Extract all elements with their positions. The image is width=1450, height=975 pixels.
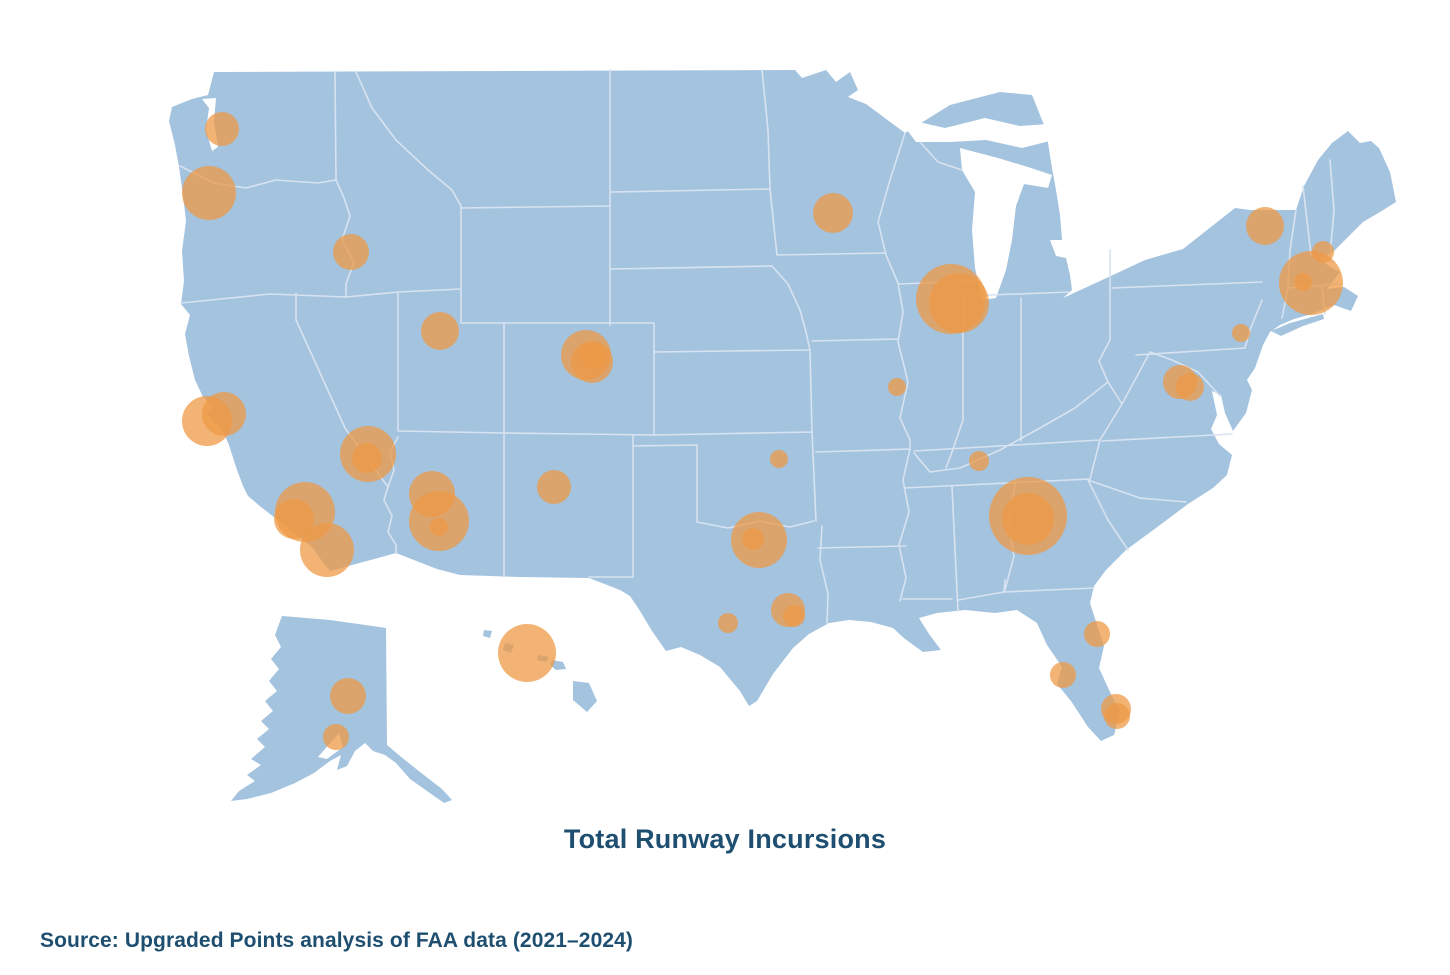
- long-island-shape: [1271, 314, 1324, 336]
- incursion-bubble: [581, 343, 607, 369]
- incursion-bubble: [783, 605, 805, 627]
- incursion-bubble: [330, 678, 366, 714]
- incursion-bubble: [537, 470, 571, 504]
- incursion-bubble: [202, 392, 246, 436]
- incursion-bubble: [742, 528, 764, 550]
- incursion-bubble: [1246, 207, 1284, 245]
- incursion-bubble: [1104, 703, 1130, 729]
- incursion-bubble: [205, 112, 239, 146]
- incursion-bubble: [1176, 373, 1204, 401]
- lake-michigan: [960, 148, 1052, 300]
- incursion-bubble: [274, 499, 314, 539]
- incursion-bubble: [1002, 493, 1054, 545]
- incursion-bubble: [1050, 662, 1076, 688]
- incursion-bubble: [421, 312, 459, 350]
- incursion-bubble: [929, 273, 989, 333]
- incursion-bubble: [352, 443, 382, 473]
- incursion-bubble: [1232, 324, 1250, 342]
- incursion-bubbles: [182, 112, 1343, 750]
- incursion-bubble: [1294, 273, 1312, 291]
- incursion-bubble: [969, 451, 989, 471]
- incursion-bubble: [300, 523, 354, 577]
- incursion-bubble: [813, 193, 853, 233]
- source-note: Source: Upgraded Points analysis of FAA …: [40, 929, 634, 952]
- chart-title: Total Runway Incursions: [563, 824, 887, 854]
- lake-superior: [850, 66, 1054, 148]
- incursion-bubble: [770, 450, 788, 468]
- incursion-bubble: [498, 624, 556, 682]
- incursion-bubble: [1084, 621, 1110, 647]
- incursion-bubble: [182, 166, 236, 220]
- us-lower48-shape: [169, 70, 1396, 741]
- incursion-bubble: [888, 378, 906, 396]
- incursion-bubble: [430, 518, 448, 536]
- incursion-bubble: [323, 724, 349, 750]
- incursion-bubble: [333, 234, 369, 270]
- incursion-bubble: [718, 613, 738, 633]
